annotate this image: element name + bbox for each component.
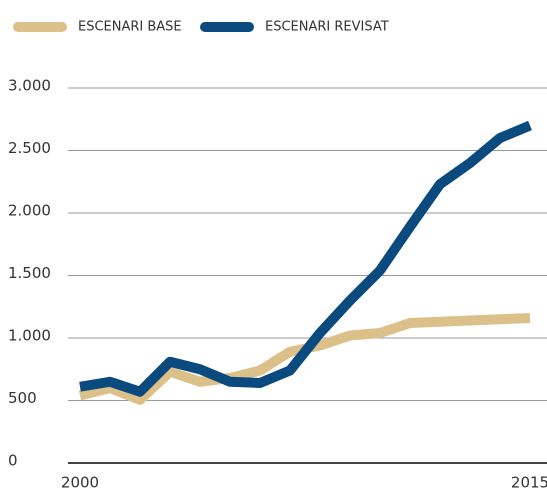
legend-label: ESCENARI BASE xyxy=(78,20,182,35)
y-tick-label: 500 xyxy=(8,389,37,407)
y-tick-label: 2.000 xyxy=(8,202,51,220)
series-line xyxy=(79,120,532,397)
y-tick-label: 2.500 xyxy=(8,139,51,157)
legend-label: ESCENARI REVISAT xyxy=(265,20,389,35)
y-tick-label: 0 xyxy=(8,452,18,470)
y-tick-label: 1.000 xyxy=(8,327,51,345)
y-tick-label: 1.500 xyxy=(8,264,51,282)
y-tick-label: 3.000 xyxy=(8,77,51,95)
x-tick-label: 2000 xyxy=(61,474,99,491)
x-tick-label: 2015 xyxy=(511,474,547,491)
